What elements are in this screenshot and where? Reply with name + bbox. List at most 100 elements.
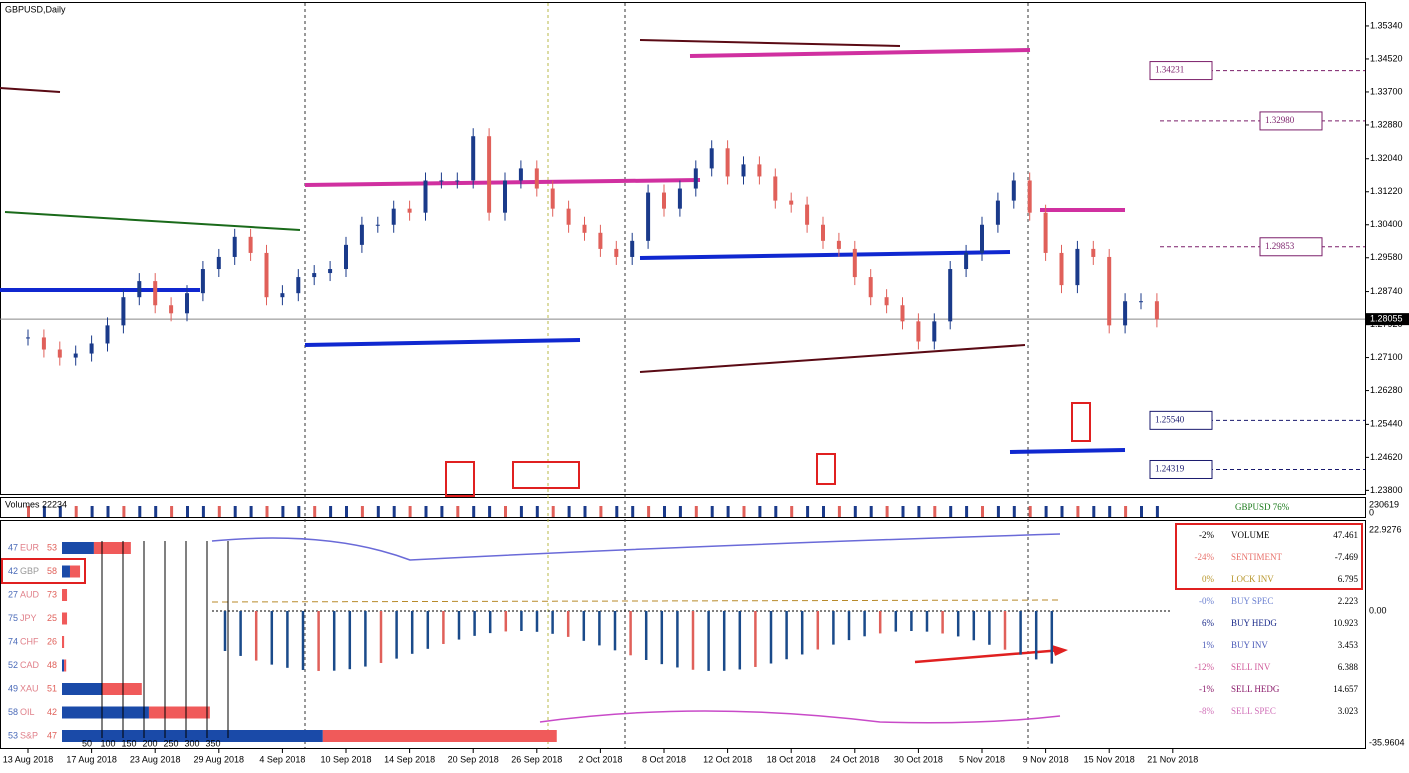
strength-red [322, 730, 557, 742]
strength-red [69, 565, 81, 578]
volume-bar [90, 506, 94, 517]
candle [26, 337, 30, 339]
strength-right: 47 [47, 730, 57, 740]
candle [248, 236, 253, 253]
volume-bar [233, 506, 237, 517]
candle [582, 224, 587, 233]
sentiment-pct: 1% [1202, 640, 1215, 650]
level-box [1149, 459, 1213, 479]
volume-bar [1044, 506, 1048, 517]
volume-bar [201, 506, 205, 517]
y-tick-label: 1.29580 [1370, 252, 1403, 262]
candle [598, 232, 603, 249]
volume-bar [535, 506, 539, 517]
candle [964, 252, 969, 270]
strength-right: 25 [47, 613, 57, 623]
candle [57, 349, 62, 358]
candle [995, 200, 1000, 225]
candle [216, 256, 221, 270]
level-label: 1.32980 [1265, 115, 1295, 125]
volume-bar [424, 506, 428, 517]
sentiment-label: LOCK INV [1231, 574, 1274, 584]
lower-top: 22.9276 [1369, 524, 1402, 534]
oscillator-line [539, 710, 1061, 724]
candle [312, 273, 317, 278]
volume-bar [186, 506, 189, 517]
volume-bar [981, 506, 984, 517]
strength-left: 42 [8, 566, 18, 576]
volume-bar [837, 506, 841, 517]
candle [662, 192, 666, 209]
candle [264, 252, 269, 298]
badge: GBPUSD 76% [1235, 502, 1290, 512]
volume-bar [567, 506, 571, 517]
strength-red [62, 636, 65, 648]
candle [709, 148, 714, 169]
volume-bar [138, 506, 142, 517]
volume-bar [408, 506, 412, 517]
volume-bar [885, 506, 889, 517]
strength-blue [62, 683, 102, 695]
x-tick-label: 14 Sep 2018 [384, 754, 435, 764]
volume-bar [949, 506, 953, 517]
strength-left: 47 [8, 542, 18, 552]
candle [185, 293, 189, 314]
candle [980, 224, 984, 253]
candle [550, 188, 555, 209]
volume-bar [313, 506, 317, 517]
volume-bar [726, 506, 730, 517]
strength-red [62, 589, 68, 601]
volume-bar [27, 506, 30, 517]
candle [407, 208, 412, 213]
volume-bar [122, 506, 126, 517]
volume-bar [551, 506, 555, 517]
candle [693, 168, 698, 189]
level-box [1259, 237, 1323, 257]
volume-bar [392, 506, 396, 517]
candle [1123, 301, 1128, 326]
sentiment-value: 3.453 [1338, 640, 1359, 650]
scale-label: 150 [121, 738, 136, 748]
x-tick-label: 17 Aug 2018 [66, 754, 117, 764]
strength-right: 53 [47, 542, 57, 552]
volume-bar [456, 506, 460, 517]
x-tick-label: 30 Oct 2018 [894, 754, 943, 764]
volume-bar [1060, 506, 1064, 517]
strength-name: CAD [20, 660, 40, 670]
volume-bar [1028, 506, 1032, 517]
volume-bar [758, 506, 762, 517]
y-tick-label: 1.35340 [1370, 20, 1403, 30]
strength-blue [62, 659, 65, 672]
volume-bar [615, 506, 619, 517]
lower-zero: 0.00 [1369, 605, 1387, 615]
strength-left: 27 [8, 589, 18, 599]
y-tick-label: 1.25440 [1370, 419, 1403, 429]
sentiment-value: 10.923 [1333, 618, 1358, 628]
volume-bar [853, 506, 857, 517]
volume-bar [154, 506, 158, 517]
candle [169, 305, 174, 314]
x-tick-label: 21 Nov 2018 [1147, 754, 1198, 764]
volume-bar [710, 506, 714, 517]
candle [1059, 252, 1064, 286]
strength-right: 48 [47, 660, 57, 670]
volume-bar [281, 506, 285, 517]
sentiment-value: 2.223 [1338, 596, 1359, 606]
candle [423, 180, 428, 213]
current-price-box [1365, 313, 1409, 326]
candle [836, 240, 841, 249]
x-tick-label: 20 Sep 2018 [448, 754, 499, 764]
chart-title: GBPUSD,Daily [5, 4, 66, 14]
highlight [1175, 523, 1363, 590]
strength-left: 74 [8, 636, 18, 646]
candle [948, 269, 953, 322]
candle [487, 136, 492, 213]
volume-bar [440, 506, 444, 517]
candle [121, 297, 126, 326]
candle [439, 180, 444, 182]
candle [614, 248, 619, 257]
volume-bar [631, 506, 635, 517]
volume-bar [742, 506, 746, 517]
x-tick-label: 2 Oct 2018 [578, 754, 622, 764]
